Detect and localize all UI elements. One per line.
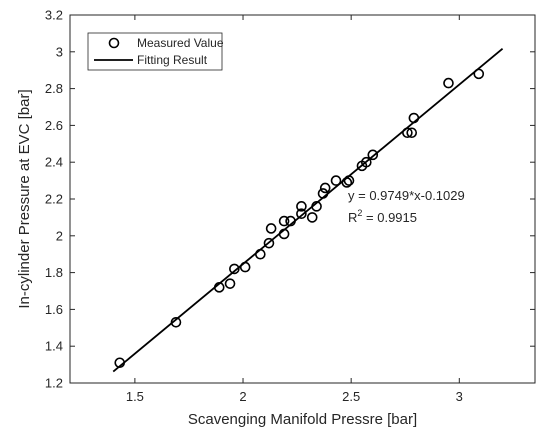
y-axis-label: In-cylinder Pressure at EVC [bar] — [16, 89, 33, 308]
data-point — [285, 215, 296, 227]
data-point — [114, 357, 126, 369]
chart-marks — [112, 48, 504, 373]
data-point — [278, 215, 290, 227]
data-point — [229, 263, 240, 275]
x-tick-label: 2 — [239, 389, 246, 404]
y-tick-label: 1.8 — [45, 265, 63, 280]
data-point — [306, 212, 318, 223]
x-tick-label: 2.5 — [342, 389, 360, 404]
data-point — [473, 68, 485, 80]
data-point — [402, 127, 413, 139]
y-tick-label: 2.4 — [45, 155, 63, 170]
axis-ticks: 1.5 2 2.5 3 1.2 1.4 1.6 1.8 2 2.2 2.4 2.6 2.8 3 3.2 — [45, 8, 535, 404]
y-tick-label: 1.6 — [45, 302, 63, 317]
data-point — [341, 177, 353, 188]
y-tick-label: 2.2 — [45, 192, 63, 207]
y-tick-label: 1.2 — [45, 376, 63, 391]
legend: Measured Value Fitting Result — [87, 32, 224, 71]
y-tick-label: 2.6 — [45, 118, 63, 133]
legend-label-fitting: Fitting Result — [137, 53, 208, 67]
data-point — [443, 77, 454, 89]
data-point — [330, 175, 342, 186]
data-point — [408, 112, 420, 124]
r-squared-value: = 0.9915 — [362, 210, 417, 225]
data-point — [296, 201, 307, 212]
data-point — [406, 127, 418, 139]
data-point — [311, 201, 322, 212]
data-point — [213, 282, 225, 293]
data-point — [296, 208, 307, 220]
data-point — [361, 156, 372, 168]
y-tick-label: 1.4 — [45, 339, 63, 354]
data-point — [224, 278, 236, 289]
data-point — [265, 223, 277, 234]
legend-label-measured: Measured Value — [137, 36, 224, 50]
x-tick-label: 3 — [456, 389, 463, 404]
x-tick-label: 1.5 — [126, 389, 144, 404]
data-point — [317, 188, 329, 199]
r-squared-sup: 2 — [357, 208, 362, 218]
r-squared: R2 = 0.9915 — [348, 208, 417, 225]
fit-equation: y = 0.9749*x-0.1029 — [348, 188, 465, 203]
y-tick-label: 3.2 — [45, 8, 63, 23]
data-point — [367, 149, 379, 161]
data-point — [278, 228, 290, 240]
data-point — [170, 316, 182, 328]
plot-area-frame — [69, 14, 536, 384]
legend-marker-measured — [108, 37, 120, 49]
data-point — [263, 237, 275, 249]
legend-box — [87, 32, 223, 71]
y-tick-label: 2.8 — [45, 81, 63, 96]
x-axis-label: Scavenging Manifold Pressre [bar] — [188, 411, 417, 428]
y-tick-label: 2 — [56, 228, 63, 243]
r-squared-prefix: R — [348, 210, 357, 225]
data-point — [239, 261, 251, 273]
y-tick-label: 3 — [56, 44, 63, 59]
data-point — [255, 248, 266, 260]
data-point — [319, 182, 331, 194]
data-point — [343, 175, 355, 186]
